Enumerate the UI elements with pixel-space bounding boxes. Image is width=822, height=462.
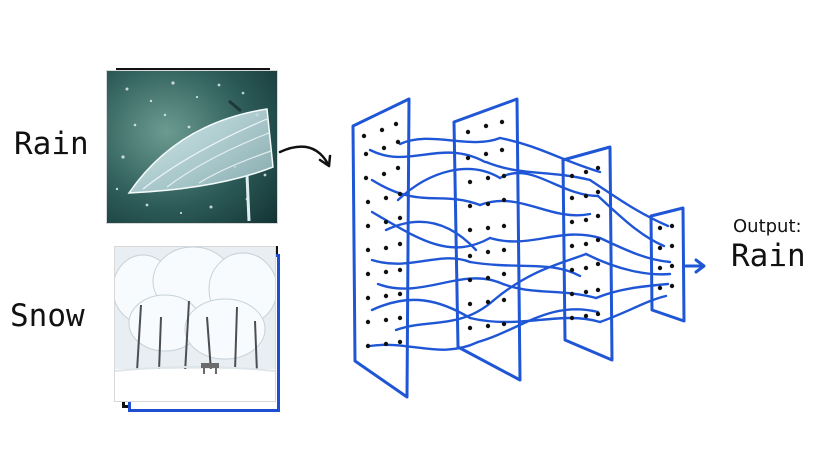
network-nodes: [361, 119, 675, 349]
snowy-forest-image-icon: [115, 247, 275, 401]
layer-4-plane: [649, 206, 686, 323]
layer-2-plane: [452, 97, 522, 382]
output-title: Output:: [733, 216, 802, 237]
umbrella-rain-image-icon: [107, 71, 277, 223]
layer-1-plane: [351, 97, 411, 399]
output-arrow-icon: [684, 258, 706, 274]
rain-input-label: Rain: [14, 126, 89, 162]
rain-photo-stack: [106, 66, 282, 226]
input-arrow-icon: [278, 145, 332, 168]
network-connections: [368, 136, 672, 351]
output-value: Rain: [731, 238, 806, 274]
rain-umbrella-photo: [106, 70, 278, 224]
layer-3-plane: [561, 145, 614, 362]
snow-input-label: Snow: [10, 298, 85, 334]
network-layers: [351, 97, 686, 399]
snowy-forest-photo: [114, 246, 276, 402]
snow-photo-stack: [114, 244, 280, 412]
